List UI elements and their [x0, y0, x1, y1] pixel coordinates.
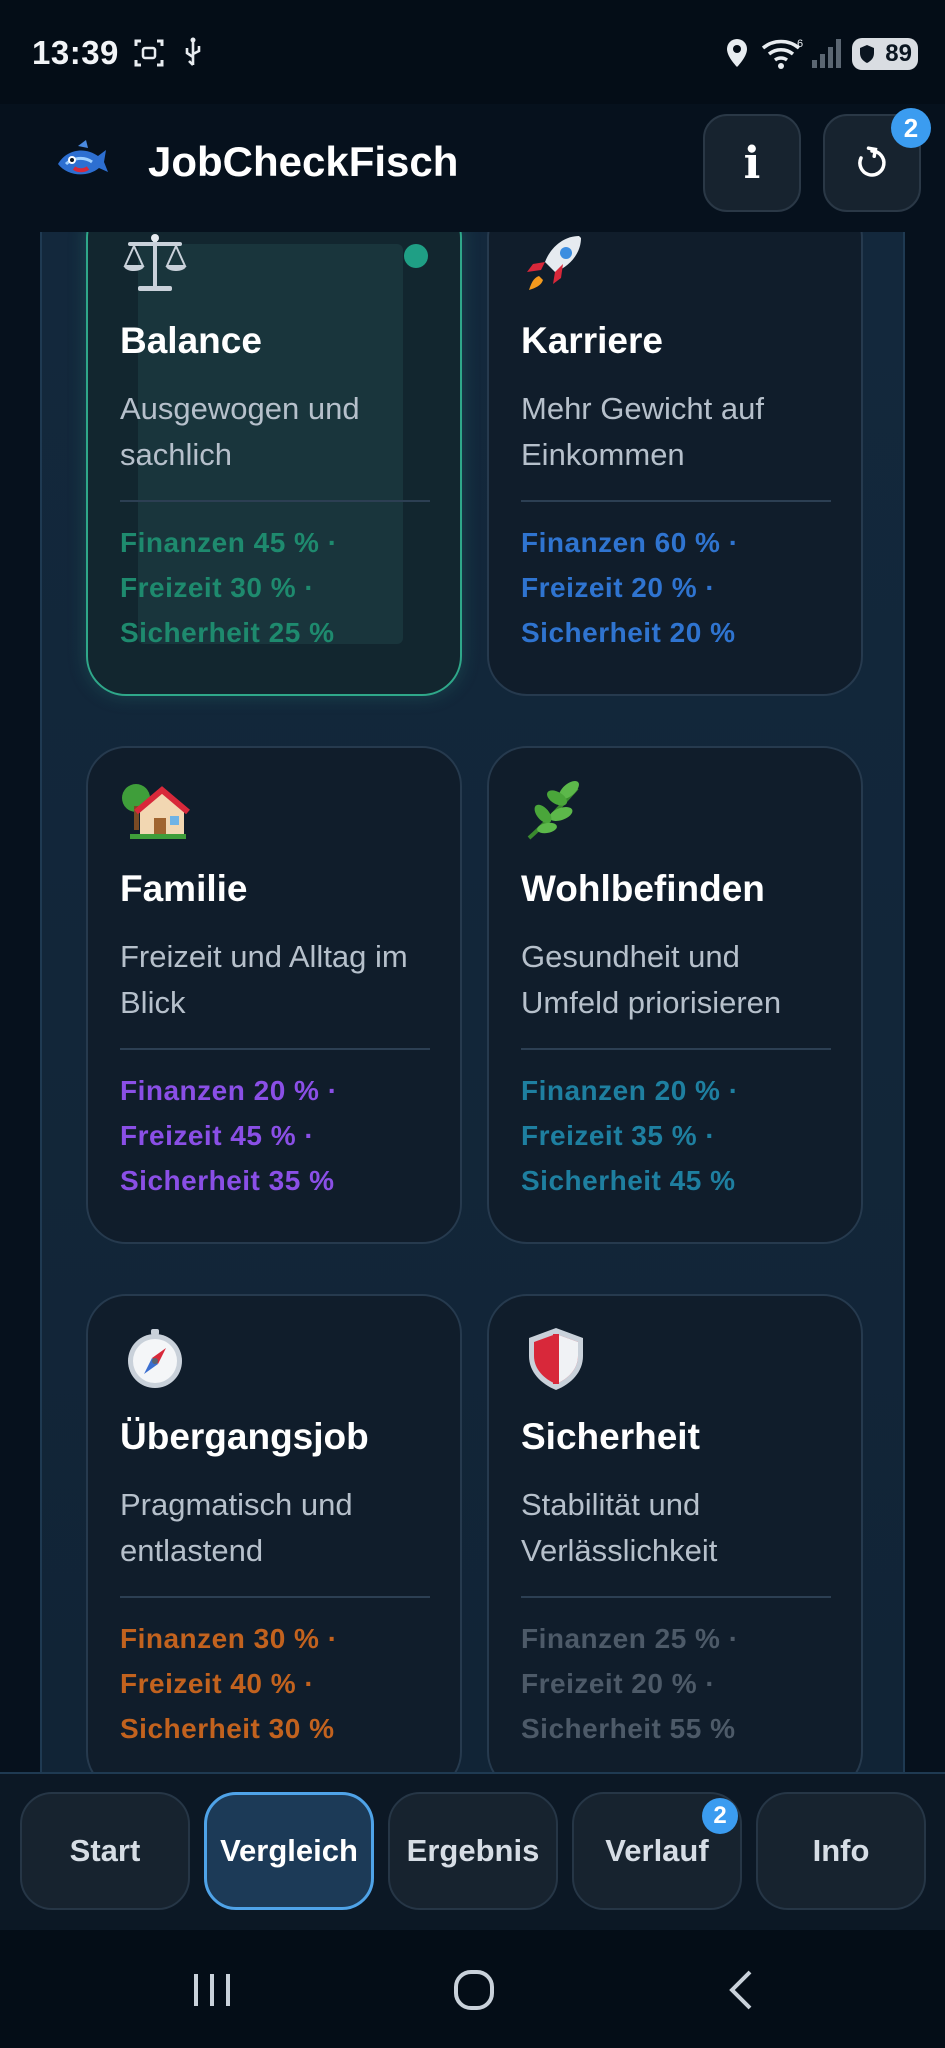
card-title: Familie — [120, 868, 248, 909]
profile-grid: Balance Ausgewogen und sachlich Finanzen… — [40, 232, 905, 1772]
verlauf-badge: 2 — [702, 1798, 738, 1834]
compass-icon — [128, 1329, 182, 1388]
battery-indicator: 89 — [852, 38, 918, 70]
nav-label: Info — [812, 1833, 870, 1868]
profile-card-familie[interactable]: Familie Freizeit und Alltag im Blick Fin… — [86, 746, 462, 1244]
card-divider — [521, 1048, 831, 1050]
card-description: Stabilität und Verlässlichkeit — [521, 1487, 718, 1568]
weight-finanzen: Finanzen 30 % · — [120, 1623, 338, 1654]
card-title: Karriere — [521, 320, 663, 361]
screenshot-icon — [134, 39, 164, 67]
status-bar: 13:39 6 89 — [0, 0, 945, 104]
fish-logo-icon — [58, 140, 108, 175]
card-highlight — [138, 244, 403, 644]
weight-sicherheit: Sicherheit 45 % — [521, 1165, 736, 1196]
back-icon[interactable] — [720, 1968, 764, 2012]
system-navigation — [0, 1930, 945, 2048]
nav-start[interactable]: Start — [20, 1792, 190, 1910]
card-weights: Finanzen 25 % · Freizeit 20 % · Sicherhe… — [521, 1616, 739, 1751]
battery-shield-icon — [860, 45, 874, 63]
card-weights: Finanzen 30 % · Freizeit 40 % · Sicherhe… — [120, 1616, 338, 1751]
card-description: Freizeit und Alltag im Blick — [120, 939, 408, 1020]
profile-card-sicherheit[interactable]: Sicherheit Stabilität und Verlässlichkei… — [487, 1294, 863, 1772]
weight-sicherheit: Sicherheit 30 % — [120, 1713, 335, 1744]
card-description: Pragmatisch und entlastend — [120, 1487, 353, 1568]
nav-verlauf[interactable]: Verlauf 2 — [572, 1792, 742, 1910]
card-description: Gesundheit und Umfeld priorisieren — [521, 939, 782, 1020]
nav-label: Start — [69, 1833, 141, 1868]
profile-card-uebergangsjob[interactable]: Übergangsjob Pragmatisch und entlastend … — [86, 1294, 462, 1772]
weight-sicherheit: Sicherheit 20 % — [521, 617, 736, 648]
herb-icon — [527, 781, 579, 840]
weight-freizeit: Freizeit 20 % · — [521, 572, 716, 603]
card-divider — [120, 1048, 430, 1050]
card-title: Sicherheit — [521, 1416, 700, 1457]
home-icon[interactable] — [452, 1968, 496, 2012]
weight-sicherheit: Sicherheit 35 % — [120, 1165, 335, 1196]
card-description: Ausgewogen und sachlich — [120, 391, 360, 472]
weight-finanzen: Finanzen 25 % · — [521, 1623, 739, 1654]
battery-level: 89 — [885, 40, 912, 67]
signal-icon — [812, 39, 841, 68]
weight-freizeit: Freizeit 20 % · — [521, 1668, 716, 1699]
weight-freizeit: Freizeit 35 % · — [521, 1120, 716, 1151]
card-divider — [521, 1596, 831, 1598]
card-weights: Finanzen 45 % · Freizeit 30 % · Sicherhe… — [120, 520, 338, 655]
recent-apps-icon[interactable] — [190, 1968, 234, 2012]
card-divider — [521, 500, 831, 502]
card-weights: Finanzen 20 % · Freizeit 35 % · Sicherhe… — [521, 1068, 739, 1203]
weight-freizeit: Freizeit 45 % · — [120, 1120, 315, 1151]
reset-button[interactable]: 2 — [823, 108, 931, 212]
nav-label: Vergleich — [220, 1833, 358, 1868]
card-weights: Finanzen 60 % · Freizeit 20 % · Sicherhe… — [521, 520, 739, 655]
info-button[interactable]: i — [703, 114, 801, 212]
weight-finanzen: Finanzen 60 % · — [521, 527, 739, 558]
nav-vergleich[interactable]: Vergleich — [204, 1792, 374, 1910]
card-title: Balance — [120, 320, 262, 361]
app-header: JobCheckFisch i 2 — [0, 104, 945, 232]
shield-icon — [529, 1328, 583, 1390]
reset-icon — [858, 146, 886, 177]
bottom-navigation: Start Vergleich Ergebnis Verlauf 2 Info — [0, 1772, 945, 1930]
status-time: 13:39 — [32, 34, 119, 71]
weight-sicherheit: Sicherheit 25 % — [120, 617, 335, 648]
reset-badge: 2 — [891, 108, 931, 148]
card-title: Wohlbefinden — [521, 868, 765, 909]
network-type: 6 — [797, 38, 803, 50]
weight-finanzen: Finanzen 20 % · — [120, 1075, 338, 1106]
info-icon: i — [743, 137, 761, 189]
card-divider — [120, 1596, 430, 1598]
nav-label: Verlauf — [605, 1833, 709, 1868]
profile-card-balance[interactable]: Balance Ausgewogen und sachlich Finanzen… — [86, 232, 462, 696]
nav-ergebnis[interactable]: Ergebnis — [388, 1792, 558, 1910]
profile-card-karriere[interactable]: Karriere Mehr Gewicht auf Einkommen Fina… — [487, 232, 863, 696]
usb-icon — [185, 37, 201, 66]
card-divider — [120, 500, 430, 502]
scale-icon — [123, 234, 187, 291]
nav-info[interactable]: Info — [756, 1792, 926, 1910]
weight-freizeit: Freizeit 30 % · — [120, 572, 315, 603]
card-description: Mehr Gewicht auf Einkommen — [521, 391, 764, 472]
weight-finanzen: Finanzen 45 % · — [120, 527, 338, 558]
wifi-icon: 6 — [761, 38, 803, 69]
location-icon — [727, 39, 747, 67]
profile-card-wohlbefinden[interactable]: Wohlbefinden Gesundheit und Umfeld prior… — [487, 746, 863, 1244]
app-title: JobCheckFisch — [148, 138, 459, 185]
nav-label: Ergebnis — [406, 1833, 540, 1868]
house-icon — [122, 784, 190, 839]
card-weights: Finanzen 20 % · Freizeit 45 % · Sicherhe… — [120, 1068, 338, 1203]
rocket-icon — [527, 236, 581, 290]
selected-indicator — [404, 244, 428, 268]
weight-sicherheit: Sicherheit 55 % — [521, 1713, 736, 1744]
card-title: Übergangsjob — [120, 1416, 369, 1457]
weight-finanzen: Finanzen 20 % · — [521, 1075, 739, 1106]
weight-freizeit: Freizeit 40 % · — [120, 1668, 315, 1699]
